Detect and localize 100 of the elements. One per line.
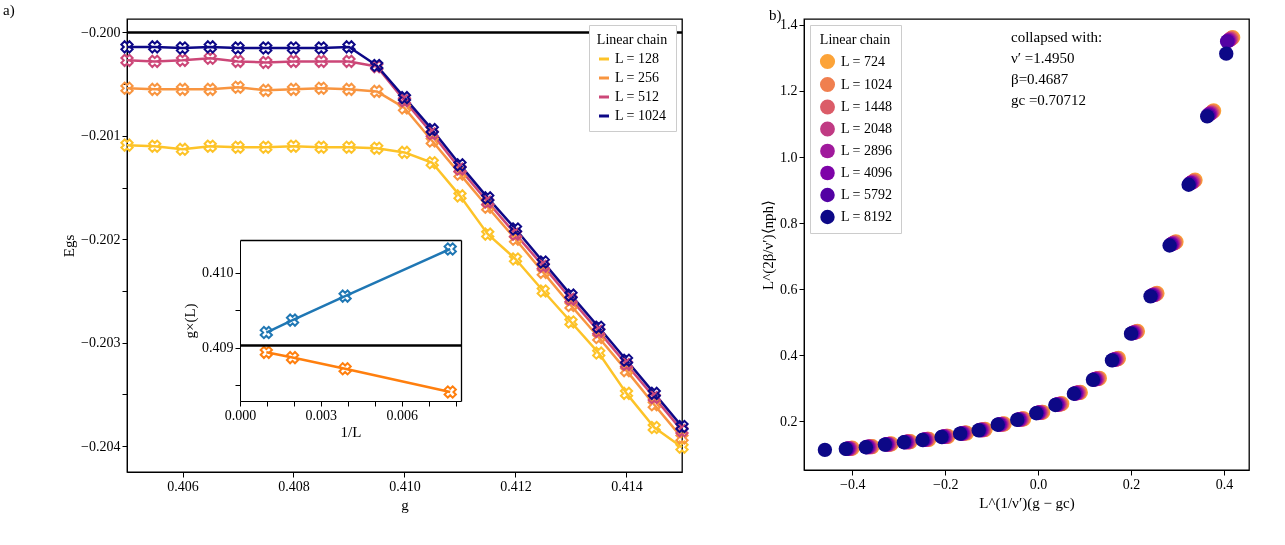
x-tick-label: 0.2 [1122, 476, 1141, 492]
point [231, 41, 245, 55]
point [564, 292, 578, 306]
y-tick-label: −0.204 [81, 438, 121, 454]
point [453, 162, 467, 176]
point [120, 53, 134, 68]
point [148, 139, 162, 153]
point [508, 232, 523, 246]
point [508, 252, 523, 266]
point [286, 41, 301, 55]
point [342, 54, 356, 69]
point [175, 142, 190, 156]
point [314, 41, 328, 55]
point [397, 94, 412, 108]
point [453, 189, 467, 203]
point [148, 54, 162, 69]
y-axis-title: L^(2β/ν′)⟨nph⟩ [760, 199, 777, 291]
point [675, 423, 689, 438]
point [564, 315, 578, 329]
point [1219, 46, 1234, 61]
point [175, 82, 190, 96]
x-axis-title: g [401, 496, 410, 513]
point [619, 364, 634, 378]
point [314, 81, 328, 95]
point [120, 40, 134, 54]
legend-title: Linear chain [596, 32, 668, 47]
x-axis-title: 1/L [340, 423, 362, 440]
point [619, 357, 634, 372]
y-tick-label: −0.203 [81, 335, 121, 351]
x-tick-label: 0.003 [305, 407, 338, 423]
y-axis-title: Egs [61, 234, 78, 258]
legend-label: L = 512 [615, 89, 659, 104]
legend-label: L = 4096 [841, 165, 892, 180]
point [564, 298, 578, 313]
point [536, 284, 550, 298]
y-tick-label: 0.6 [780, 281, 798, 297]
x-tick-label: 0.0 [1029, 476, 1048, 492]
x-axis-title: L^(1/ν′)(g − gc) [979, 494, 1075, 512]
point [592, 320, 606, 334]
point [619, 386, 634, 401]
y-tick-label: 0.4 [780, 347, 798, 363]
point [453, 167, 467, 181]
point [647, 398, 661, 412]
point [370, 141, 384, 155]
point [120, 81, 134, 95]
point [536, 255, 550, 269]
legend-label: L = 2896 [841, 143, 892, 158]
legend-label: L = 1024 [615, 108, 666, 123]
y-tick-label: 1.4 [780, 17, 798, 33]
point [314, 54, 328, 69]
point [342, 40, 356, 54]
text: b) [769, 7, 782, 24]
x-tick-label: 0.408 [278, 478, 310, 494]
point [481, 195, 495, 209]
point [647, 420, 661, 435]
x-tick-label: 0.000 [224, 407, 257, 423]
x-tick-label: −0.4 [840, 476, 866, 492]
point [286, 82, 301, 96]
point [203, 51, 217, 65]
annotation: collapsed with: ν′ =1.4950 β=0.4687 gc =0.70712 [1011, 29, 1103, 108]
point [338, 362, 352, 376]
text: a) [3, 2, 15, 19]
point [203, 40, 217, 54]
y-tick-label: −0.202 [81, 231, 121, 247]
legend-label: L = 1448 [841, 99, 892, 114]
x-tick-label: 0.414 [611, 478, 643, 494]
point [231, 54, 245, 69]
point [536, 259, 550, 273]
point [508, 222, 523, 236]
point [285, 350, 300, 365]
point [481, 200, 495, 214]
x-tick-label: 0.410 [389, 478, 421, 494]
x-tick-label: 0.006 [386, 407, 418, 423]
x-tick-label: 0.4 [1215, 476, 1234, 492]
y-tick-label: 1.0 [780, 149, 798, 165]
point [425, 123, 439, 137]
point [175, 53, 190, 68]
point [338, 289, 352, 303]
point [120, 138, 134, 152]
point [675, 440, 689, 454]
point [619, 353, 634, 367]
point [817, 442, 833, 458]
y-tick-label: −0.201 [81, 128, 121, 144]
legend-label: L = 1024 [841, 76, 892, 92]
point [285, 313, 300, 327]
point [148, 40, 162, 54]
legend-label: L = 2048 [841, 121, 892, 136]
point [564, 288, 578, 302]
point [175, 41, 190, 55]
point [675, 431, 689, 445]
point [592, 346, 606, 360]
point [231, 80, 245, 94]
point [425, 156, 439, 170]
legend-label: L = 724 [841, 53, 885, 69]
point [425, 134, 439, 148]
point [481, 191, 495, 205]
point [203, 139, 217, 153]
point [453, 158, 467, 172]
x-tick-label: 0.412 [500, 478, 532, 494]
point [647, 386, 661, 401]
